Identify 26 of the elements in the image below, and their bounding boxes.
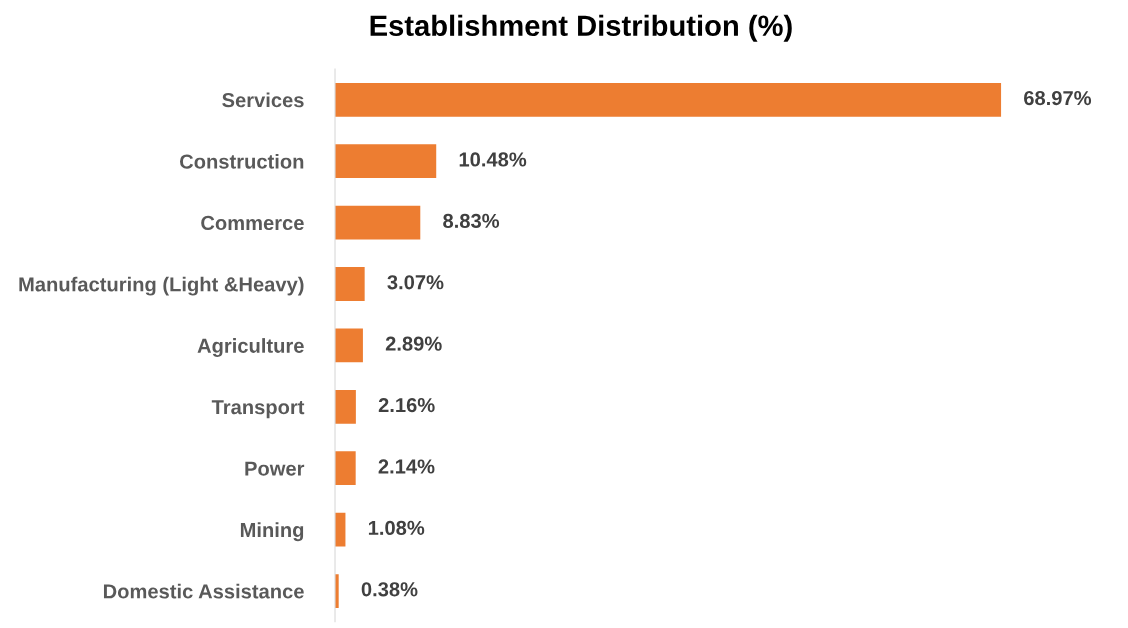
bar — [335, 205, 421, 240]
y-tick-label: Agriculture — [197, 338, 304, 357]
bar — [335, 451, 356, 486]
data-label: 10.48% — [459, 152, 527, 167]
y-tick-label: Manufacturing (Light &Heavy) — [19, 276, 304, 296]
data-label: 8.83% — [443, 213, 500, 229]
chart-title: Establishment Distribution (%) — [370, 14, 792, 42]
bar — [335, 144, 437, 179]
data-label: 68.97% — [1024, 90, 1092, 106]
y-tick-label: Commerce — [201, 215, 304, 231]
bar — [335, 389, 356, 424]
y-tick-label: Power — [245, 461, 305, 476]
data-label: 2.89% — [385, 336, 442, 351]
data-label: 2.14% — [378, 459, 435, 474]
y-tick-label: Services — [222, 92, 304, 108]
data-label: 1.08% — [368, 520, 425, 536]
y-tick-label: Domestic Assistance — [103, 583, 304, 599]
bar — [335, 82, 1002, 117]
bar — [335, 328, 363, 363]
data-label: 3.07% — [387, 275, 444, 290]
data-label: 2.16% — [378, 397, 435, 413]
data-label: 0.38% — [361, 582, 418, 597]
y-tick-label: Construction — [180, 153, 304, 169]
bar — [335, 267, 365, 301]
y-tick-label: Transport — [211, 400, 305, 419]
y-tick-label: Mining — [240, 522, 304, 542]
